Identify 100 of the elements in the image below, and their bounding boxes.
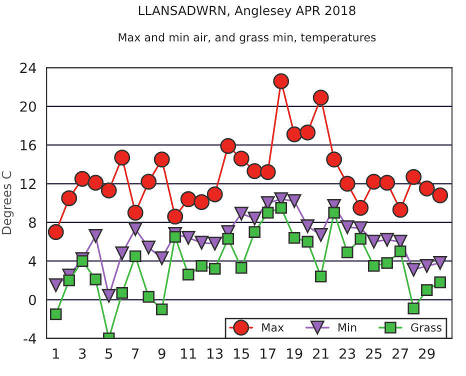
- x-tick-label: 23: [340, 348, 356, 359]
- point: [235, 262, 248, 274]
- legend-label: Min: [338, 323, 356, 332]
- point: [314, 270, 327, 282]
- point: [433, 256, 448, 270]
- point: [248, 226, 261, 238]
- point: [180, 191, 196, 208]
- legend-label: Grass: [411, 323, 442, 332]
- x-tick-label: 15: [234, 348, 249, 359]
- point: [406, 168, 422, 185]
- point: [127, 204, 144, 221]
- point: [142, 290, 155, 303]
- point: [194, 236, 209, 250]
- y-tick-label: 0: [28, 294, 36, 306]
- y-tick-label: 8: [28, 217, 36, 228]
- point: [208, 262, 221, 275]
- point: [154, 152, 170, 168]
- point: [248, 212, 262, 226]
- legend-label: Max: [262, 323, 284, 332]
- point: [206, 186, 223, 202]
- point: [366, 174, 382, 190]
- chart-title: LLANSADWRN, Anglesey APR 2018: [138, 6, 356, 18]
- y-tick-label: 24: [20, 62, 36, 73]
- point: [418, 180, 435, 197]
- x-tick-label: 5: [106, 348, 112, 359]
- point: [352, 200, 369, 216]
- point: [48, 224, 64, 240]
- point: [326, 152, 342, 168]
- point: [380, 232, 394, 247]
- y-tick-label: 20: [20, 101, 36, 112]
- point: [339, 176, 356, 192]
- point: [287, 194, 302, 208]
- point: [432, 187, 448, 204]
- point: [406, 262, 421, 277]
- point: [233, 150, 250, 167]
- point: [246, 163, 263, 180]
- point: [368, 260, 380, 272]
- point: [129, 250, 142, 262]
- x-tick-label: 29: [419, 348, 435, 359]
- y-tick-label: -4: [24, 334, 36, 344]
- point: [234, 206, 248, 221]
- point: [115, 246, 130, 260]
- point: [140, 174, 157, 190]
- point: [300, 219, 315, 234]
- chart-subtitle: Max and min air, and grass min, temperatures: [118, 32, 376, 44]
- y-tick-label: 4: [28, 256, 36, 266]
- point: [100, 182, 117, 198]
- point: [420, 258, 434, 273]
- point: [366, 234, 381, 249]
- x-tick-label: 27: [392, 348, 408, 359]
- point: [156, 303, 168, 316]
- point: [262, 206, 274, 219]
- point: [381, 257, 394, 269]
- point: [302, 236, 314, 248]
- point: [392, 202, 408, 218]
- y-tick-label: 16: [20, 140, 36, 151]
- y-tick-label: 12: [20, 178, 36, 189]
- point: [142, 240, 156, 254]
- point: [222, 232, 234, 245]
- point: [116, 287, 128, 299]
- point: [312, 90, 329, 106]
- point: [50, 308, 62, 320]
- x-tick-label: 21: [313, 348, 328, 359]
- point: [434, 276, 446, 288]
- x-tick-label: 25: [366, 348, 382, 359]
- x-tick-label: 1: [52, 348, 60, 359]
- point: [63, 274, 76, 286]
- point: [128, 222, 142, 236]
- point: [154, 251, 169, 266]
- point: [379, 174, 396, 191]
- y-axis-title: Degrees C: [2, 171, 14, 234]
- point: [208, 236, 222, 251]
- point: [314, 228, 328, 242]
- x-tick-label: 13: [208, 348, 223, 359]
- point: [340, 220, 354, 234]
- point: [182, 268, 194, 280]
- point: [88, 228, 103, 243]
- point: [300, 124, 316, 140]
- point: [275, 202, 288, 214]
- x-tick-label: 7: [132, 348, 139, 359]
- point: [394, 245, 406, 258]
- point: [114, 150, 130, 166]
- point: [90, 274, 102, 286]
- point: [220, 138, 236, 154]
- point: [48, 278, 63, 292]
- point: [194, 194, 210, 210]
- point: [408, 302, 420, 314]
- point: [420, 284, 433, 296]
- point: [273, 73, 290, 90]
- point: [167, 208, 184, 225]
- point: [169, 230, 182, 243]
- x-tick-label: 11: [181, 348, 196, 359]
- point: [61, 190, 78, 206]
- x-tick-label: 3: [79, 348, 86, 359]
- point: [76, 255, 88, 267]
- point: [286, 126, 302, 142]
- point: [181, 230, 196, 245]
- point: [341, 246, 354, 258]
- x-tick-label: 19: [287, 348, 302, 359]
- point: [328, 206, 340, 219]
